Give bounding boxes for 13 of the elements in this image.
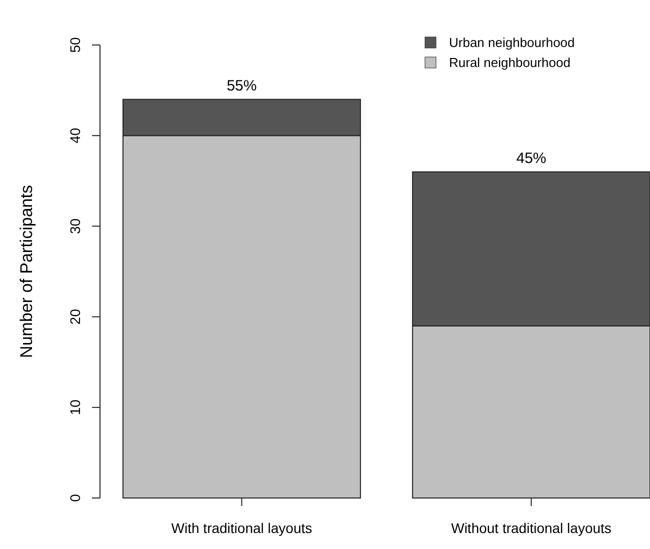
y-tick-label: 30 [67, 218, 83, 234]
annotation: 45% [516, 150, 546, 167]
legend-label: Rural neighbourhood [449, 55, 570, 70]
y-tick-label: 40 [67, 128, 83, 144]
y-tick-label: 10 [67, 399, 83, 416]
annotation: 55% [226, 77, 257, 94]
y-tick-label: 0 [67, 494, 83, 502]
y-tick-label: 50 [67, 37, 83, 53]
y-tick-label: 20 [67, 308, 83, 325]
legend-label: Urban neighbourhood [449, 35, 575, 50]
y-axis-title: Number of Participants [17, 185, 36, 358]
x-tick-label: With traditional layouts [171, 520, 312, 536]
x-tick-label: Without traditional layouts [451, 520, 612, 536]
